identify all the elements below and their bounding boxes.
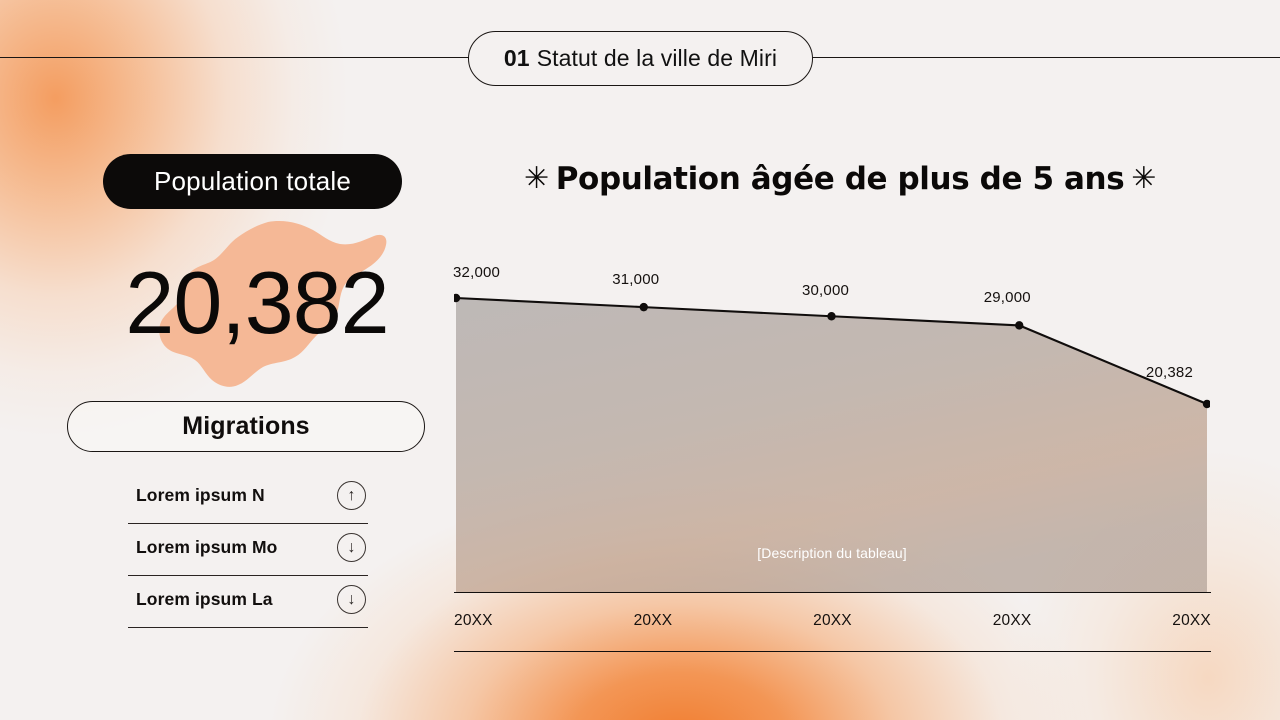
population-total-label: Population totale xyxy=(153,166,352,196)
chart-data-point xyxy=(639,302,648,312)
asterisk-icon: ✳ xyxy=(1131,161,1157,196)
migrations-label: Migrations xyxy=(182,412,310,440)
page-title: Statut de la ville de Miri xyxy=(536,45,778,71)
x-tick-label: 20XX xyxy=(992,612,1032,629)
list-item[interactable]: Lorem ipsum La ↓ xyxy=(128,576,368,628)
x-tick-label: 20XX xyxy=(1172,612,1211,629)
x-tick-label: 20XX xyxy=(454,612,493,629)
chart-axis-top-rule xyxy=(454,592,1211,593)
chart-point-label: 29,000 xyxy=(983,289,1031,307)
chart-point-label: 20,382 xyxy=(1145,364,1193,381)
x-tick-label: 20XX xyxy=(633,612,673,629)
population-total-value: 20,382 xyxy=(125,253,389,352)
migrations-list: Lorem ipsum N ↑ Lorem ipsum Mo ↓ Lorem i… xyxy=(128,472,368,628)
chart-title-text: Population âgée de plus de 5 ans xyxy=(555,161,1125,197)
arrow-up-icon: ↑ xyxy=(337,481,366,510)
migrations-pill: Migrations xyxy=(67,401,425,452)
chart-data-point xyxy=(827,312,836,321)
x-tick-label: 20XX xyxy=(813,612,852,629)
population-area-chart: 32,000 31,000 30,000 29,000 20,382 xyxy=(453,250,1210,595)
chart-description: [Description du tableau] xyxy=(757,545,907,561)
arrow-down-icon: ↓ xyxy=(337,585,366,614)
chart-x-axis-ticks: 20XX 20XX 20XX 20XX 20XX xyxy=(454,612,1211,630)
header-section-number: 01 xyxy=(503,45,530,71)
list-item[interactable]: Lorem ipsum Mo ↓ xyxy=(128,524,368,576)
population-total-pill: Population totale xyxy=(103,154,402,209)
chart-title: ✳ Population âgée de plus de 5 ans ✳ xyxy=(430,161,1250,197)
migration-label: Lorem ipsum N xyxy=(136,485,265,505)
chart-axis-bottom-rule xyxy=(454,651,1211,652)
chart-plot-area xyxy=(454,293,1210,592)
migration-label: Lorem ipsum Mo xyxy=(136,537,278,557)
chart-point-label: 31,000 xyxy=(612,271,660,289)
arrow-down-icon: ↓ xyxy=(337,533,366,562)
chart-point-label: 30,000 xyxy=(801,282,850,300)
migration-label: Lorem ipsum La xyxy=(136,589,273,609)
chart-data-point xyxy=(454,293,461,303)
chart-data-point xyxy=(1015,321,1024,330)
asterisk-icon: ✳ xyxy=(523,161,549,196)
list-item[interactable]: Lorem ipsum N ↑ xyxy=(128,472,368,524)
header-section-pill: 01 Statut de la ville de Miri xyxy=(468,31,813,86)
chart-point-label: 32,000 xyxy=(453,264,501,281)
